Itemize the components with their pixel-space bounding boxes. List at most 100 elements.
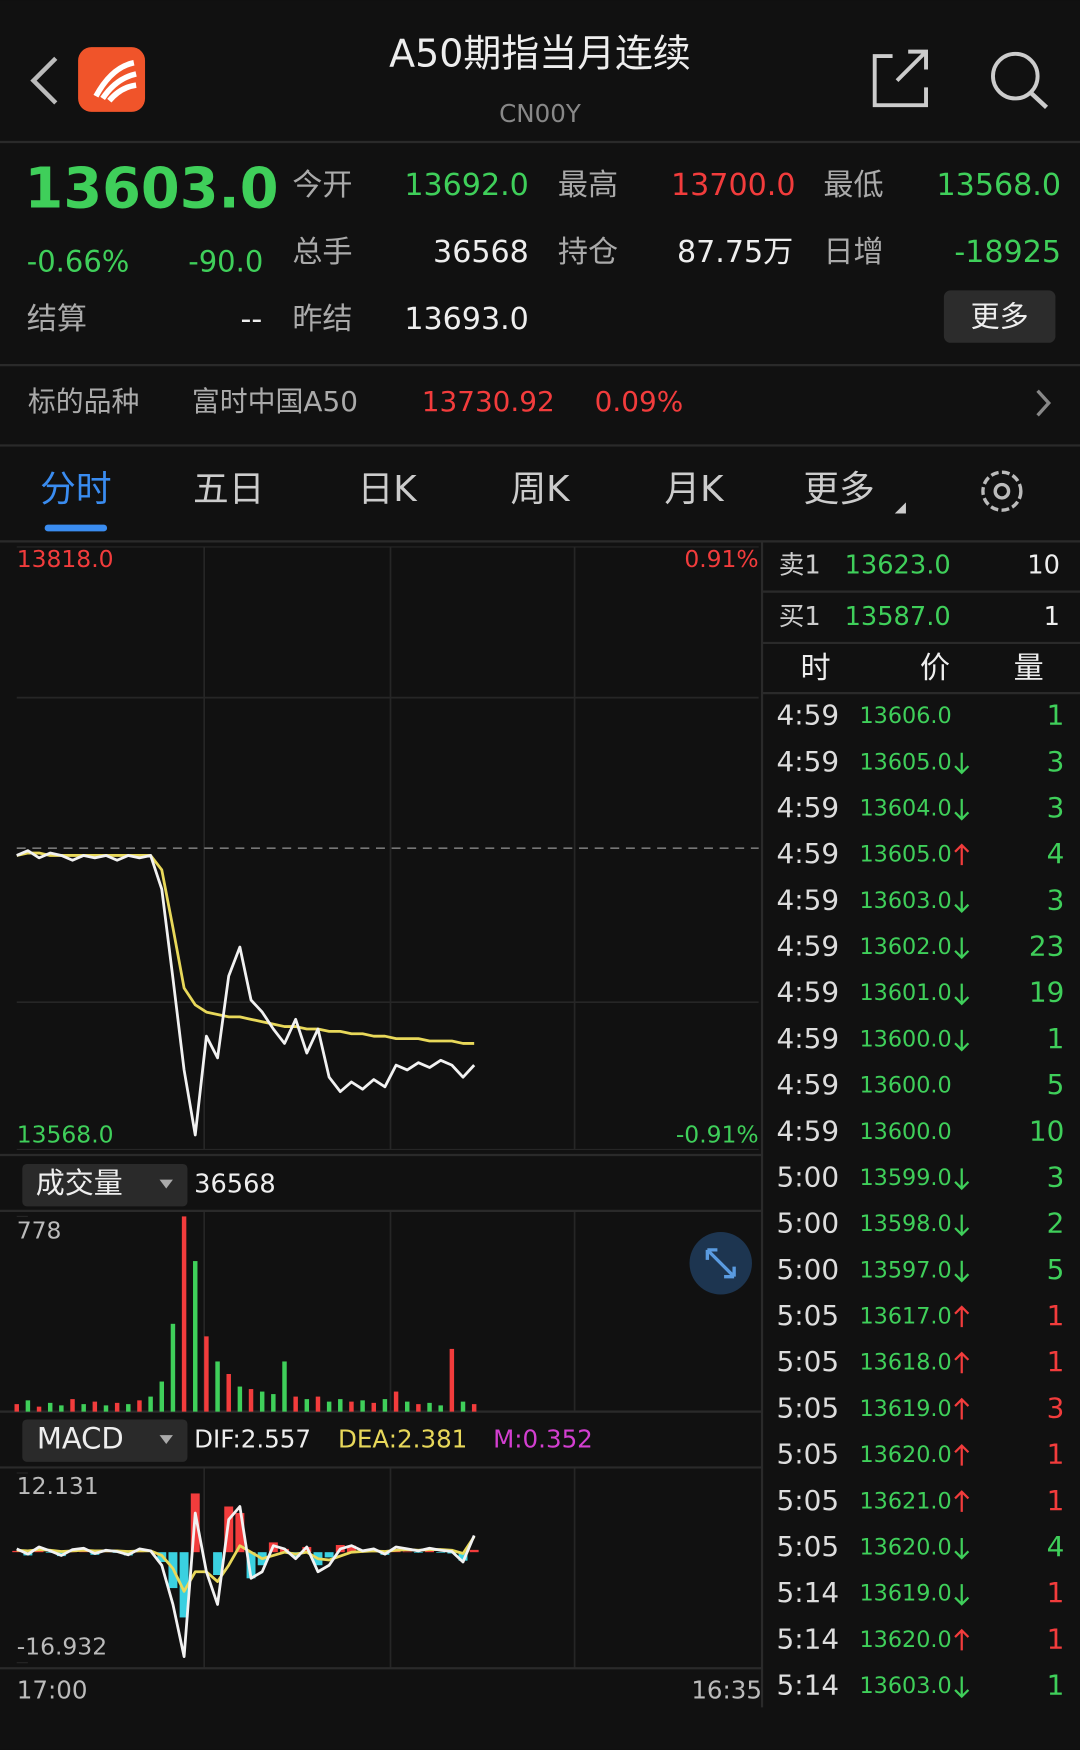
trade-time: 4:59 bbox=[777, 791, 840, 824]
trade-price: 13618.0 bbox=[859, 1350, 951, 1376]
more-label[interactable]: 更多 bbox=[971, 299, 1029, 333]
divider bbox=[0, 444, 1080, 447]
arrow-down bbox=[954, 1676, 970, 1699]
y-tick-label: 12.131 bbox=[17, 1472, 99, 1500]
trade-price: 13603.0 bbox=[859, 1673, 951, 1699]
trade-qty: 1 bbox=[1047, 1622, 1065, 1655]
settings-button[interactable] bbox=[981, 470, 1023, 512]
tab[interactable]: 月K bbox=[664, 469, 725, 510]
volume-bar bbox=[304, 1399, 310, 1412]
volume-dropdown[interactable] bbox=[22, 1163, 188, 1207]
trade-time: 4:59 bbox=[777, 1114, 840, 1147]
macd-bar bbox=[246, 1552, 256, 1579]
volume-label: 成交量 bbox=[36, 1166, 123, 1200]
dif-label: DIF:2.557 bbox=[194, 1425, 311, 1454]
more-button[interactable] bbox=[943, 290, 1056, 343]
code: CN00Y bbox=[499, 99, 582, 128]
field-value: 13568.0 bbox=[937, 168, 1062, 203]
tab[interactable]: 周K bbox=[510, 469, 571, 510]
arrow-down bbox=[954, 1214, 970, 1237]
arrow-down bbox=[954, 983, 970, 1006]
trade-qty: 1 bbox=[1047, 1299, 1065, 1332]
dea-label: DEA:2.381 bbox=[338, 1425, 467, 1454]
field-label: 持仓 bbox=[558, 235, 618, 270]
underlying-label: 标的品种 bbox=[28, 385, 140, 418]
volume-bar bbox=[293, 1396, 298, 1412]
trade-price: 13599.0 bbox=[859, 1165, 951, 1191]
volume-bar bbox=[315, 1396, 321, 1412]
share-button[interactable] bbox=[872, 49, 928, 108]
volume-bar bbox=[181, 1216, 187, 1412]
volume-bar bbox=[237, 1386, 243, 1412]
trade-time: 4:59 bbox=[777, 883, 840, 916]
volume-bar bbox=[259, 1391, 265, 1412]
trade-time: 5:05 bbox=[777, 1438, 840, 1471]
field-label: 结算 bbox=[27, 302, 87, 337]
trade-time: 4:59 bbox=[777, 837, 840, 870]
volume-bar bbox=[438, 1405, 443, 1412]
y2-tick-label: -0.91% bbox=[676, 1121, 759, 1149]
trade-price: 13606.0 bbox=[859, 703, 951, 729]
trade-price: 13600.0 bbox=[859, 1119, 951, 1145]
field-label: 今开 bbox=[292, 168, 352, 203]
tab-indicator bbox=[44, 524, 108, 532]
trade-price: 13617.0 bbox=[859, 1304, 951, 1330]
volume-bar bbox=[103, 1405, 109, 1412]
arrow-up bbox=[954, 1628, 970, 1651]
arrow-down bbox=[954, 798, 970, 821]
trade-time: 5:00 bbox=[777, 1253, 840, 1286]
arrow-down bbox=[954, 1029, 970, 1052]
tab[interactable]: 日K bbox=[358, 469, 419, 510]
underlying-price: 13730.92 bbox=[422, 385, 555, 418]
trade-price: 13602.0 bbox=[859, 934, 951, 960]
logo-mark bbox=[93, 60, 137, 103]
tab[interactable]: 五日 bbox=[193, 469, 264, 510]
y-tick-label: 13568.0 bbox=[17, 1121, 114, 1149]
y-tick-label: -16.932 bbox=[17, 1633, 107, 1661]
macd-dropdown[interactable] bbox=[22, 1419, 188, 1462]
arrow-down bbox=[954, 1168, 970, 1191]
dif-line bbox=[16, 1505, 476, 1658]
volume-bar bbox=[271, 1394, 276, 1412]
field-value: 13700.0 bbox=[671, 168, 796, 203]
y2-tick-label: 0.91% bbox=[684, 545, 758, 573]
chevron[interactable] bbox=[1036, 389, 1052, 417]
arrow-up bbox=[954, 1305, 970, 1328]
volume-total: 36568 bbox=[194, 1170, 276, 1200]
underlying-name: 富时中国A50 bbox=[192, 385, 358, 418]
trade-qty: 1 bbox=[1047, 1669, 1065, 1702]
field-label: 日增 bbox=[823, 235, 883, 270]
volume-bar bbox=[393, 1391, 399, 1412]
book-qty: 1 bbox=[1044, 602, 1060, 632]
volume-bar bbox=[47, 1402, 53, 1412]
volume-bar bbox=[126, 1404, 131, 1412]
macd-bar bbox=[213, 1552, 223, 1576]
trade-time: 4:59 bbox=[777, 1022, 840, 1055]
trade-qty: 1 bbox=[1047, 1022, 1065, 1055]
back-button[interactable] bbox=[30, 56, 58, 105]
macd-label: MACD bbox=[37, 1422, 124, 1456]
tab[interactable]: 分时 bbox=[40, 469, 111, 510]
arrow-up bbox=[954, 1490, 970, 1512]
search-button[interactable] bbox=[991, 51, 1049, 110]
trade-price: 13605.0 bbox=[859, 749, 951, 775]
volume-bar bbox=[36, 1406, 42, 1412]
m-label: M:0.352 bbox=[493, 1425, 593, 1454]
volume-bar bbox=[92, 1401, 98, 1412]
trade-header: 价 bbox=[920, 651, 950, 686]
trade-time: 5:05 bbox=[777, 1345, 840, 1378]
volume-bar bbox=[14, 1404, 19, 1412]
dropdown-caret bbox=[159, 1179, 173, 1189]
trade-qty: 1 bbox=[1047, 1438, 1065, 1471]
average-line bbox=[16, 851, 475, 1045]
trade-price: 13600.0 bbox=[859, 1026, 951, 1052]
volume-bar bbox=[170, 1323, 176, 1412]
tab[interactable]: 更多 bbox=[803, 469, 874, 510]
trade-qty: 3 bbox=[1047, 883, 1065, 916]
dropdown-caret bbox=[159, 1435, 173, 1445]
field-value: -18925 bbox=[954, 235, 1061, 270]
trade-qty: 1 bbox=[1047, 1345, 1065, 1378]
volume-bar bbox=[148, 1396, 153, 1412]
expand-button[interactable] bbox=[689, 1232, 752, 1295]
trade-price: 13621.0 bbox=[859, 1488, 951, 1514]
